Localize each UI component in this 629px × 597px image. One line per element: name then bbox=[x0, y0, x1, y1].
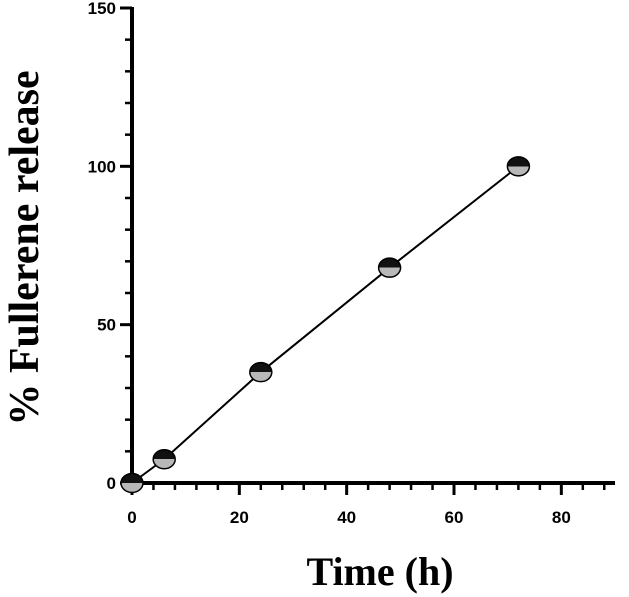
x-tick-label: 0 bbox=[127, 508, 136, 527]
series-line bbox=[131, 165, 520, 484]
y-tick-label: 100 bbox=[88, 157, 116, 176]
data-point bbox=[249, 361, 273, 383]
x-tick-label: 20 bbox=[230, 508, 249, 527]
data-point bbox=[377, 257, 402, 278]
x-tick-label: 80 bbox=[552, 508, 571, 527]
data-point bbox=[120, 472, 144, 494]
series-lines bbox=[131, 165, 520, 484]
y-tick-label: 0 bbox=[107, 474, 116, 493]
x-axis-tick-labels: 0 20 40 60 80 bbox=[127, 508, 571, 527]
series-points bbox=[120, 156, 531, 494]
x-tick-label: 40 bbox=[337, 508, 356, 527]
data-point bbox=[152, 449, 176, 470]
data-point bbox=[506, 156, 531, 177]
y-tick-label: 50 bbox=[97, 316, 116, 335]
x-axis-title: Time (h) bbox=[306, 549, 453, 594]
y-tick-label: 150 bbox=[88, 0, 116, 18]
y-axis-title: % Fullerene release bbox=[2, 70, 48, 425]
x-tick-label: 60 bbox=[445, 508, 464, 527]
y-axis-tick-labels: 0 50 100 150 bbox=[88, 0, 116, 493]
